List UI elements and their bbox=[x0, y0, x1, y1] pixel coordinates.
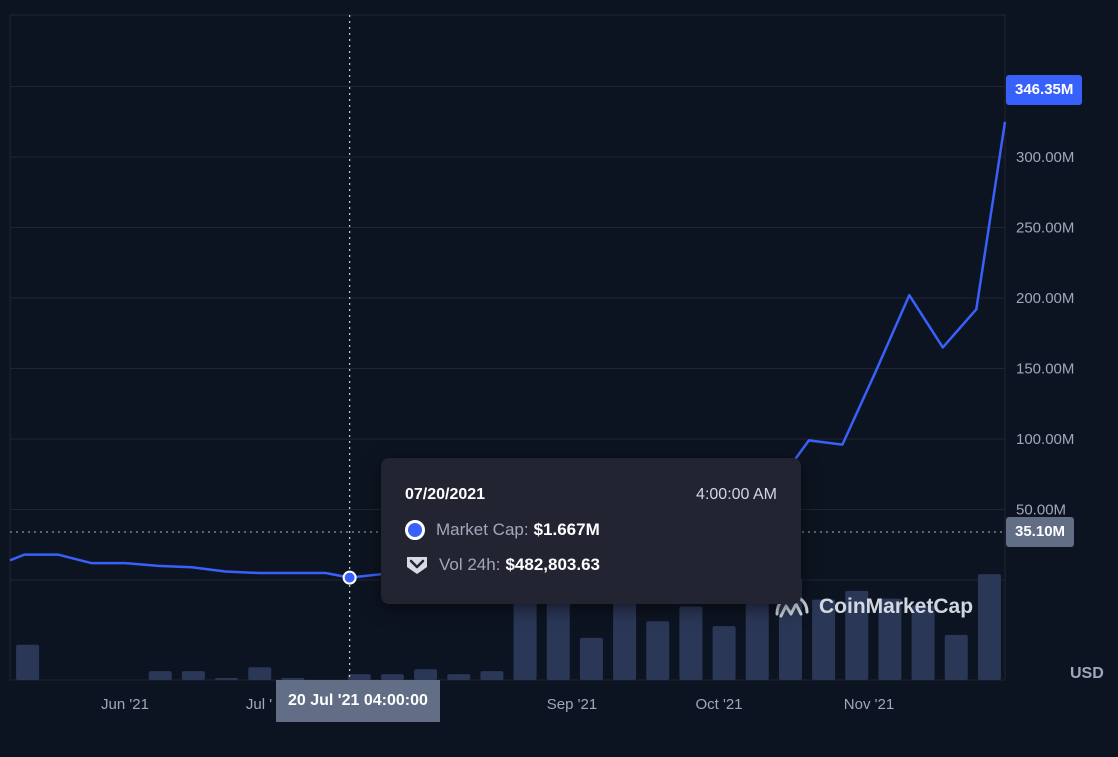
currency-label: USD bbox=[1070, 665, 1104, 682]
volume-bar bbox=[944, 634, 968, 680]
market-cap-dot-icon bbox=[405, 520, 425, 540]
volume-bar bbox=[679, 606, 703, 680]
volume-bar bbox=[281, 678, 305, 680]
volume-bar bbox=[248, 667, 272, 680]
volume-bar bbox=[712, 626, 736, 680]
y-tick-label: 300.00M bbox=[1016, 149, 1074, 166]
series-line-0 bbox=[9, 553, 393, 579]
volume-bar bbox=[911, 605, 935, 680]
y-tick-label: 50.00M bbox=[1016, 502, 1066, 519]
volume-bar bbox=[447, 674, 471, 680]
volume-bar bbox=[380, 674, 404, 680]
series-line-1 bbox=[793, 121, 1007, 461]
volume-bar bbox=[613, 601, 637, 680]
x-tick-label: Jun '21 bbox=[101, 696, 149, 713]
grid-lines bbox=[9, 14, 1006, 681]
x-tick-label: Nov '21 bbox=[844, 696, 894, 713]
volume-bar bbox=[480, 671, 504, 680]
volume-bar bbox=[414, 669, 438, 680]
volume-bar bbox=[347, 674, 371, 680]
y-tick-label: 150.00M bbox=[1016, 361, 1074, 378]
y-tick-label: 100.00M bbox=[1016, 431, 1074, 448]
coinmarketcap-watermark: CoinMarketCap bbox=[773, 592, 973, 622]
hover-point bbox=[342, 570, 357, 585]
watermark-text: CoinMarketCap bbox=[819, 595, 974, 618]
x-axis-ticks: Jun '21 Jul ' Sep '21 Oct '21 Nov '21 bbox=[101, 696, 894, 713]
market-cap-lines bbox=[9, 121, 1007, 579]
crosshair bbox=[10, 15, 1005, 680]
volume-bar bbox=[878, 598, 902, 680]
volume-bar bbox=[977, 574, 1001, 680]
data-tooltip: 07/20/2021 4:00:00 AM Market Cap: $1.667… bbox=[381, 458, 801, 604]
tooltip-volume-row: Vol 24h: $482,803.63 bbox=[405, 555, 600, 575]
volume-bars bbox=[16, 565, 1001, 680]
tooltip-date: 07/20/2021 bbox=[405, 486, 486, 503]
volume-value: $482,803.63 bbox=[505, 555, 600, 574]
y-tick-label: 250.00M bbox=[1016, 220, 1074, 237]
volume-bar bbox=[215, 678, 239, 680]
volume-icon bbox=[407, 557, 427, 574]
crosshair-value-badge: 35.10M bbox=[1006, 517, 1075, 547]
tooltip-time: 4:00:00 AM bbox=[696, 486, 777, 503]
y-axis-ticks: 50.00M 100.00M 150.00M 200.00M 250.00M 300.00… bbox=[1016, 149, 1074, 519]
volume-bar bbox=[148, 671, 172, 680]
plot-frame bbox=[9, 14, 1006, 681]
market-cap-value: $1.667M bbox=[533, 520, 600, 539]
volume-label: Vol 24h: bbox=[439, 555, 501, 574]
volume-bar bbox=[579, 637, 603, 680]
y-tick-label: 200.00M bbox=[1016, 290, 1074, 307]
crosshair-date-badge: 20 Jul '21 04:00:00 bbox=[276, 680, 440, 722]
volume-bar bbox=[646, 621, 670, 680]
x-tick-label: Sep '21 bbox=[547, 696, 597, 713]
volume-bar bbox=[845, 590, 869, 680]
volume-bar bbox=[16, 644, 40, 680]
market-cap-label: Market Cap: bbox=[436, 520, 529, 539]
volume-bar bbox=[181, 671, 205, 680]
tooltip-market-cap-row: Market Cap: $1.667M bbox=[405, 520, 600, 540]
x-tick-label: Oct '21 bbox=[695, 696, 742, 713]
current-value-badge: 346.35M bbox=[1006, 75, 1083, 105]
x-tick-label: Jul ' bbox=[246, 696, 272, 713]
volume-bar bbox=[812, 599, 836, 680]
